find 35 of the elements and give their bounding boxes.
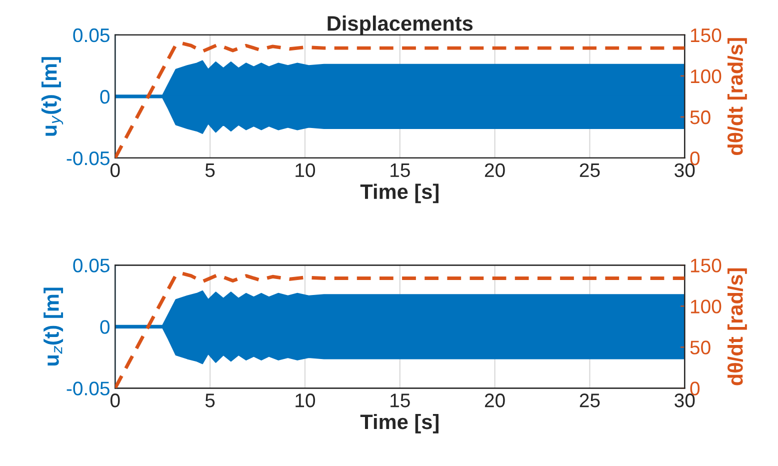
x-tick-label: 25 xyxy=(580,163,600,178)
x-tick-label: 0 xyxy=(110,394,120,408)
y2-axis-title: dθ/dt [rad/s] xyxy=(727,38,747,156)
y-tick-label: -0.05 xyxy=(66,151,110,166)
x-tick-label: 25 xyxy=(580,394,600,408)
x-tick-label: 10 xyxy=(296,394,316,408)
y2-tick-label: 100 xyxy=(690,300,722,314)
x-tick-label: 20 xyxy=(484,394,505,408)
x-tick-label: 20 xyxy=(484,163,505,178)
x-tick-label: 5 xyxy=(205,394,215,408)
x-tick-label: 15 xyxy=(390,164,410,178)
x-tick-label: 5 xyxy=(205,164,215,178)
y-tick-label: 0.05 xyxy=(73,28,110,42)
y-tick-label: 0.05 xyxy=(73,258,110,272)
x-tick-label: 15 xyxy=(390,394,410,408)
x-axis-title: Time [s] xyxy=(360,184,438,204)
y-tick-label: 0 xyxy=(100,90,110,104)
x-tick-label: 30 xyxy=(674,163,695,178)
y-axis-title: u$_{z}$(t) [m] xyxy=(44,288,64,366)
y-tick-label: -0.05 xyxy=(66,382,110,396)
y2-tick-label: 100 xyxy=(690,69,722,84)
chart-title: Displacements xyxy=(328,16,473,35)
y2-axis-title: dθ/dt [rad/s] xyxy=(727,268,747,386)
y-axis-title: u$_{y}$(t) [m] xyxy=(42,57,64,136)
y-tick-label: 0 xyxy=(100,320,110,334)
y2-tick-label: 150 xyxy=(690,28,722,42)
x-axis-title: Time [s] xyxy=(360,414,438,434)
y2-tick-label: 50 xyxy=(690,110,710,124)
y2-tick-label: 50 xyxy=(690,340,710,354)
x-tick-label: 0 xyxy=(110,163,120,178)
y2-tick-label: 150 xyxy=(690,258,722,272)
x-tick-label: 30 xyxy=(674,394,695,408)
x-tick-label: 10 xyxy=(296,163,316,178)
y2-tick-label: 0 xyxy=(690,151,700,166)
y2-tick-label: 0 xyxy=(690,382,700,396)
